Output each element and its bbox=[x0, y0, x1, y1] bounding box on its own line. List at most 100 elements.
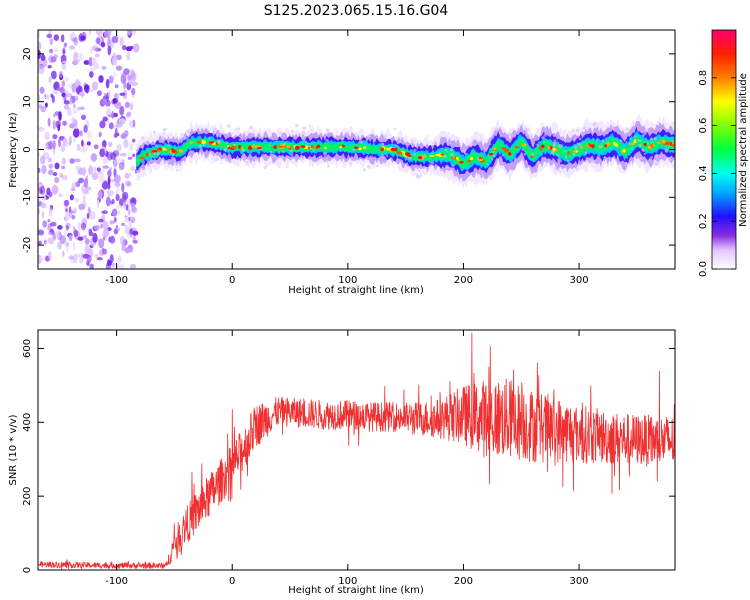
noise-blob bbox=[64, 104, 69, 110]
ridge-speckle bbox=[433, 169, 436, 172]
noise-blob bbox=[43, 239, 47, 245]
snr-x-ticks: -100 0 100 200 300 bbox=[105, 330, 589, 587]
noise-blob bbox=[131, 30, 136, 36]
noise-blob bbox=[126, 51, 131, 61]
ridge-speckle bbox=[566, 160, 570, 163]
noise-blob bbox=[91, 81, 99, 91]
ridge-speckle bbox=[464, 152, 467, 155]
noise-blob bbox=[98, 218, 104, 223]
ridge-speckle bbox=[156, 152, 160, 156]
noise-blob bbox=[90, 242, 95, 247]
noise-blob bbox=[132, 230, 139, 236]
ridge-core-dot bbox=[455, 156, 459, 160]
snr-series bbox=[38, 332, 675, 570]
ridge-speckle bbox=[166, 160, 170, 163]
noise-blob bbox=[73, 253, 78, 264]
noise-blob bbox=[123, 139, 129, 148]
noise-blob bbox=[75, 95, 79, 101]
ridge-speckle bbox=[242, 155, 246, 159]
noise-blob bbox=[130, 245, 134, 253]
noise-blob bbox=[55, 229, 60, 240]
ridge-speckle bbox=[521, 148, 524, 151]
noise-blob bbox=[102, 231, 105, 238]
colorbar: 0.0 0.2 0.4 0.6 0.8 Normalized spectral ampl… bbox=[698, 29, 749, 277]
ridge-speckle bbox=[341, 137, 345, 140]
ridge-core-dot bbox=[286, 145, 290, 148]
noise-blob bbox=[127, 208, 131, 216]
ridge-speckle bbox=[634, 135, 637, 138]
ridge-core-dot bbox=[390, 147, 396, 152]
ridge-core-dot bbox=[418, 156, 423, 159]
ridge-speckle bbox=[366, 155, 369, 158]
noise-blob bbox=[102, 180, 109, 190]
ridge-speckle bbox=[228, 160, 232, 164]
noise-blob bbox=[38, 183, 43, 187]
ridge-core-dot bbox=[567, 151, 570, 155]
noise-blob bbox=[68, 206, 72, 213]
y-tick-label: 200 bbox=[22, 487, 33, 506]
ridge-core-dot bbox=[196, 140, 202, 144]
noise-blob bbox=[65, 93, 73, 98]
noise-blob bbox=[68, 255, 75, 260]
noise-blob bbox=[117, 210, 121, 216]
noise-blob bbox=[48, 163, 53, 169]
noise-blob bbox=[124, 247, 130, 254]
noise-blob bbox=[71, 82, 77, 93]
ridge-speckle bbox=[489, 143, 492, 146]
noise-blob bbox=[69, 123, 75, 129]
noise-blob bbox=[117, 255, 122, 264]
noise-blob bbox=[56, 87, 63, 92]
ridge-speckle bbox=[294, 123, 299, 128]
noise-blob bbox=[61, 165, 66, 170]
ridge-speckle bbox=[263, 165, 267, 169]
noise-blob bbox=[89, 71, 94, 78]
noise-blob bbox=[40, 202, 47, 209]
ridge-speckle bbox=[167, 144, 170, 147]
noise-blob bbox=[114, 217, 117, 223]
ridge-core-dot bbox=[552, 147, 556, 152]
noise-blob bbox=[60, 54, 67, 60]
spectrogram-y-ticks: -20 -10 0 10 20 bbox=[22, 48, 675, 253]
y-tick-label: 20 bbox=[22, 48, 33, 61]
noise-blob bbox=[96, 167, 101, 172]
noise-blob bbox=[91, 45, 98, 51]
noise-blob bbox=[54, 176, 60, 184]
noise-blob bbox=[120, 133, 127, 139]
ridge-speckle bbox=[176, 169, 180, 172]
ridge-speckle bbox=[383, 135, 387, 139]
noise-blob bbox=[38, 141, 41, 146]
ridge-core-dot bbox=[278, 145, 284, 148]
noise-blob bbox=[121, 222, 126, 226]
ridge-speckle bbox=[644, 132, 648, 135]
ridge-core-dot bbox=[589, 144, 594, 147]
ridge-core-dot bbox=[440, 153, 445, 156]
ridge-speckle bbox=[557, 158, 561, 162]
noise-blob bbox=[38, 94, 41, 103]
noise-blob bbox=[60, 34, 65, 43]
ridge-speckle bbox=[523, 153, 527, 156]
ridge-speckle bbox=[198, 144, 202, 148]
ridge-speckle bbox=[323, 152, 327, 157]
ridge-speckle bbox=[562, 138, 565, 141]
noise-blob bbox=[46, 187, 51, 196]
noise-blob bbox=[104, 232, 108, 241]
ridge-speckle bbox=[449, 147, 454, 152]
ridge-core-dot bbox=[652, 144, 656, 147]
ridge-speckle bbox=[359, 146, 361, 148]
ridge-speckle bbox=[444, 146, 447, 149]
ridge-speckle bbox=[226, 134, 229, 137]
ridge-core-dot bbox=[354, 146, 359, 149]
noise-blob bbox=[57, 241, 62, 250]
noise-blob bbox=[80, 91, 84, 98]
noise-blob bbox=[73, 58, 80, 63]
noise-blob bbox=[89, 48, 93, 53]
noise-blob bbox=[58, 138, 61, 148]
ridge-speckle bbox=[349, 162, 353, 165]
noise-blob bbox=[67, 107, 72, 117]
ridge-speckle bbox=[419, 174, 423, 178]
noise-blob bbox=[122, 45, 127, 51]
noise-blob bbox=[88, 56, 93, 67]
ridge-speckle bbox=[250, 132, 255, 137]
ridge-speckle bbox=[624, 132, 627, 135]
